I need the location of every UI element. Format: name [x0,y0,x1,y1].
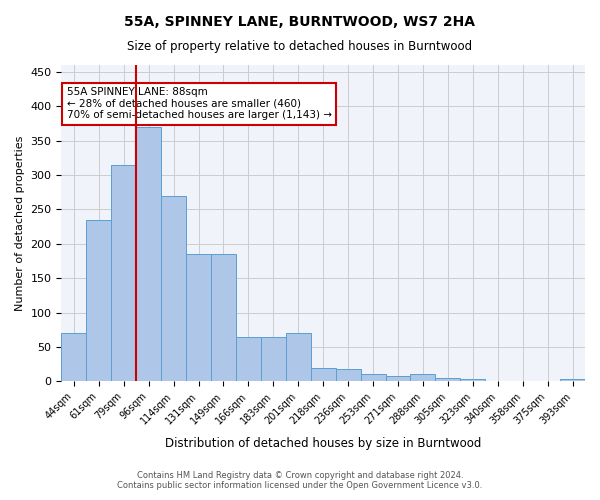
Bar [386,376,410,382]
Bar [560,379,585,382]
Bar [485,380,510,382]
Text: 55A, SPINNEY LANE, BURNTWOOD, WS7 2HA: 55A, SPINNEY LANE, BURNTWOOD, WS7 2HA [125,15,476,29]
Text: Size of property relative to detached houses in Burntwood: Size of property relative to detached ho… [127,40,473,53]
Bar [186,254,211,382]
Bar [161,196,186,382]
Bar [361,374,386,382]
Bar [535,380,560,382]
Bar [311,368,335,382]
Bar [61,333,86,382]
Bar [261,336,286,382]
X-axis label: Distribution of detached houses by size in Burntwood: Distribution of detached houses by size … [165,437,481,450]
Bar [111,164,136,382]
Bar [335,369,361,382]
Y-axis label: Number of detached properties: Number of detached properties [15,136,25,311]
Text: 55A SPINNEY LANE: 88sqm
← 28% of detached houses are smaller (460)
70% of semi-d: 55A SPINNEY LANE: 88sqm ← 28% of detache… [67,87,332,120]
Bar [211,254,236,382]
Bar [86,220,111,382]
Bar [286,333,311,382]
Bar [460,379,485,382]
Bar [236,336,261,382]
Bar [436,378,460,382]
Bar [510,380,535,382]
Bar [136,127,161,382]
Text: Contains HM Land Registry data © Crown copyright and database right 2024.
Contai: Contains HM Land Registry data © Crown c… [118,470,482,490]
Bar [410,374,436,382]
